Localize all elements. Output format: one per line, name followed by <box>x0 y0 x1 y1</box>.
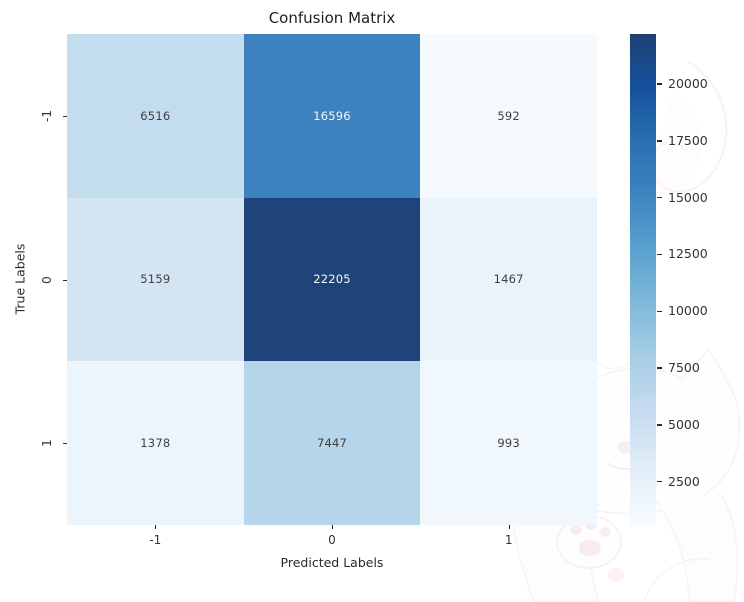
cell-value: 5159 <box>140 272 171 287</box>
x-tick-label: 0 <box>328 533 336 547</box>
x-tick-label: 1 <box>504 533 513 547</box>
x-tick-mark <box>155 525 157 529</box>
x-axis-label: Predicted Labels <box>280 555 384 570</box>
colorbar: 2500 5000 7500 10000 12500 15000 17500 20000 <box>630 34 708 525</box>
colorbar-tick-mark <box>657 424 662 426</box>
heatmap-grid: 6516 16596 592 5159 22205 1467 1378 7447 993 <box>67 34 597 525</box>
heatmap-cell: 6516 <box>67 34 244 198</box>
y-tick-mark <box>63 279 67 281</box>
cell-value: 22205 <box>313 272 351 287</box>
colorbar-tick-mark <box>657 196 662 199</box>
heatmap-cell: 1378 <box>67 361 244 525</box>
heatmap-cell: 16596 <box>243 34 421 198</box>
heatmap-cell: 5159 <box>67 197 244 362</box>
cell-value: 16596 <box>313 108 351 123</box>
colorbar-tick-mark <box>657 310 662 312</box>
colorbar-tick-label: 5000 <box>668 417 700 433</box>
x-tick-label: -1 <box>149 533 162 547</box>
colorbar-tick-label: 2500 <box>668 473 700 489</box>
cell-value: 1378 <box>140 436 171 451</box>
cell-value: 993 <box>497 436 520 451</box>
cell-value: 1467 <box>493 272 524 287</box>
heatmap-cell: 22205 <box>243 197 421 362</box>
heatmap-cell: 993 <box>420 361 597 525</box>
chart-title: Confusion Matrix <box>268 9 396 27</box>
colorbar-tick-label: 12500 <box>668 246 708 262</box>
colorbar-tick-mark <box>657 140 662 142</box>
heatmap-cell: 7447 <box>243 361 421 525</box>
colorbar-tick-mark <box>657 480 662 483</box>
colorbar-tick-label: 10000 <box>668 303 708 319</box>
cell-value: 6516 <box>140 108 171 123</box>
colorbar-tick-label: 20000 <box>668 76 708 92</box>
y-tick-mark <box>63 443 67 445</box>
colorbar-tick-label: 17500 <box>668 133 708 149</box>
heatmap-cell: 1467 <box>420 197 597 362</box>
y-tick-label: 0 <box>40 275 54 284</box>
y-axis-label: True Labels <box>12 243 28 315</box>
x-tick-mark <box>508 525 510 529</box>
colorbar-gradient <box>630 34 656 525</box>
colorbar-tick-mark <box>657 83 662 85</box>
y-tick-label: -1 <box>40 109 54 122</box>
heatmap-cell: 592 <box>420 34 597 198</box>
colorbar-tick-label: 7500 <box>668 360 700 376</box>
colorbar-tick-mark <box>657 253 662 256</box>
cell-value: 7447 <box>316 436 348 451</box>
colorbar-tick-label: 15000 <box>668 189 708 205</box>
y-tick-mark <box>63 115 67 117</box>
heatmap-axes: 6516 16596 592 5159 22205 1467 1378 7447 993 <box>67 34 597 525</box>
y-tick-label: 1 <box>40 439 54 447</box>
cell-value: 592 <box>497 108 520 123</box>
colorbar-tick-mark <box>657 367 662 369</box>
x-tick-mark <box>332 525 333 529</box>
